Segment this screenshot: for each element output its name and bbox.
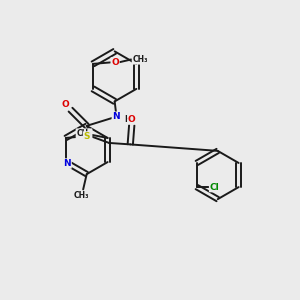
Text: CH₃: CH₃: [76, 129, 92, 138]
Text: H: H: [124, 115, 130, 124]
Text: CH₃: CH₃: [132, 55, 148, 64]
Text: O: O: [61, 100, 69, 109]
Text: N: N: [63, 159, 71, 168]
Text: O: O: [128, 115, 136, 124]
Text: N: N: [112, 112, 120, 121]
Text: O: O: [111, 58, 119, 67]
Text: S: S: [84, 132, 90, 141]
Text: Cl: Cl: [210, 183, 219, 192]
Text: CH₃: CH₃: [74, 191, 89, 200]
